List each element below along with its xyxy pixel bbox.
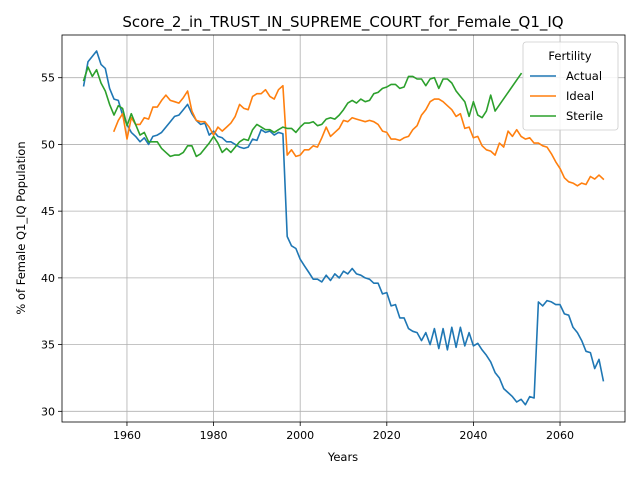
x-axis-label: Years — [327, 450, 358, 464]
y-tick-label: 40 — [41, 272, 55, 285]
legend-label-sterile: Sterile — [566, 109, 603, 123]
plot-area-frame — [61, 34, 626, 423]
chart-title: Score_2_in_TRUST_IN_SUPREME_COURT_for_Fe… — [122, 13, 563, 32]
legend-box — [522, 41, 619, 131]
series-line-sterile — [82, 66, 523, 158]
x-tick-label: 2020 — [373, 429, 401, 442]
legend-title: Fertility — [548, 49, 591, 63]
x-axis-ticks: 1960 1980 2000 2020 2040 2060 — [113, 422, 574, 442]
y-tick-label: 30 — [41, 405, 55, 418]
series-line-ideal — [112, 84, 605, 187]
y-tick-label: 35 — [41, 339, 55, 352]
x-tick-label: 1980 — [200, 429, 228, 442]
legend-items: Actual Ideal Sterile — [530, 69, 603, 123]
x-tick-label: 2000 — [286, 429, 314, 442]
y-axis-label: % of Female Q1_IQ Population — [14, 141, 28, 314]
series-line-actual — [82, 50, 605, 406]
y-tick-label: 45 — [41, 205, 55, 218]
legend: Fertility Actual Ideal Sterile — [522, 41, 619, 131]
legend-label-ideal: Ideal — [566, 89, 594, 103]
x-tick-label: 1960 — [113, 429, 141, 442]
x-tick-label: 2060 — [546, 429, 574, 442]
legend-label-actual: Actual — [566, 69, 602, 83]
x-tick-label: 2040 — [459, 429, 487, 442]
y-axis-ticks: 30 35 40 45 50 55 — [41, 72, 62, 418]
y-tick-label: 55 — [41, 72, 55, 85]
y-tick-label: 50 — [41, 138, 55, 151]
series-layer — [82, 50, 605, 406]
